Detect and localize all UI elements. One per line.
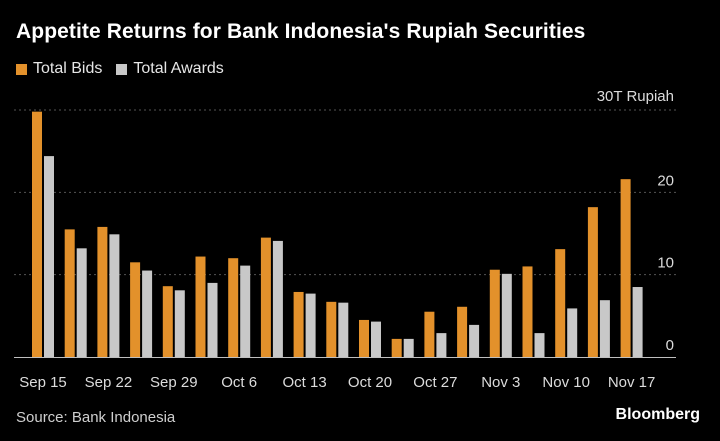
bar-bids	[555, 249, 566, 357]
bar-bids	[326, 301, 337, 357]
x-tick-label: Nov 3	[481, 374, 520, 391]
x-tick-label: Sep 29	[150, 374, 198, 391]
bar-bids	[587, 207, 598, 357]
bar-awards	[44, 156, 54, 357]
bar-bids	[228, 258, 239, 357]
bar-bids	[293, 291, 304, 357]
legend-label-bids: Total Bids	[33, 60, 103, 77]
x-tick-label: Oct 27	[413, 374, 457, 391]
legend-label-awards: Total Awards	[133, 60, 224, 77]
bar-bids	[359, 319, 369, 357]
x-tick-label: Sep 22	[85, 374, 133, 391]
bar-bids	[195, 256, 206, 357]
bar-awards	[469, 324, 480, 357]
bar-awards	[272, 240, 283, 357]
y-unit-label: 30T Rupiah	[597, 88, 674, 105]
bar-awards	[240, 265, 251, 357]
bar-bids	[522, 266, 533, 357]
bar-awards	[109, 234, 120, 357]
bar-awards	[534, 333, 545, 357]
chart-title: Appetite Returns for Bank Indonesia's Ru…	[16, 20, 586, 43]
legend-swatch-bids	[16, 63, 27, 75]
legend-item-awards: Total Awards	[116, 60, 224, 78]
brand-logo: Bloomberg	[615, 406, 700, 423]
bar-awards	[403, 338, 414, 357]
y-tick-label: 20	[657, 172, 674, 189]
bar-bids	[260, 237, 271, 357]
bar-awards	[436, 333, 447, 357]
x-tick-label: Oct 13	[283, 374, 327, 391]
bar-awards	[76, 248, 87, 357]
legend-item-bids: Total Bids	[16, 60, 102, 78]
bar-bids	[620, 179, 631, 357]
x-tick-label: Nov 10	[542, 374, 590, 391]
bar-awards	[207, 282, 218, 357]
x-tick-label: Nov 17	[608, 374, 656, 391]
bar-awards	[501, 273, 512, 357]
bar-bids	[97, 226, 108, 357]
bar-bids	[391, 338, 402, 357]
legend-swatch-awards	[116, 63, 128, 75]
y-tick-label: 0	[666, 337, 674, 354]
bar-awards	[599, 300, 610, 357]
bar-bids	[424, 311, 435, 357]
x-tick-label: Oct 6	[221, 374, 257, 391]
bar-bids	[64, 229, 75, 357]
bar-bids	[457, 306, 468, 357]
bar-bids	[130, 262, 141, 357]
bar-bids	[162, 286, 173, 357]
bar-bids	[32, 111, 42, 357]
bar-awards	[338, 302, 349, 357]
y-tick-label: 10	[657, 255, 674, 272]
x-tick-label: Sep 15	[19, 374, 67, 391]
x-tick-label: Oct 20	[348, 374, 392, 391]
legend: Total Bids Total Awards	[16, 60, 238, 78]
bar-awards	[305, 293, 316, 357]
bar-awards	[142, 270, 153, 357]
bar-awards	[632, 287, 643, 357]
bar-bids	[489, 269, 500, 357]
bar-awards	[371, 321, 381, 357]
bar-awards	[174, 290, 185, 357]
bar-awards	[567, 308, 578, 357]
source-note: Source: Bank Indonesia	[16, 409, 176, 426]
